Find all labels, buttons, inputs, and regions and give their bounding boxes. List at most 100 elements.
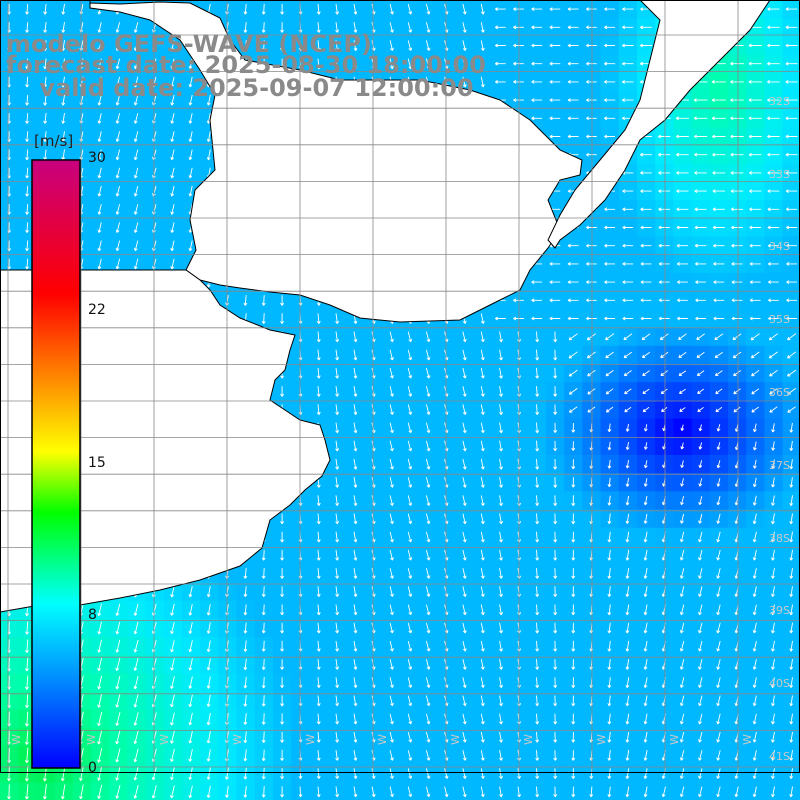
wind-arrow <box>480 695 485 707</box>
wind-arrow <box>170 240 175 252</box>
wind-arrow <box>789 422 794 433</box>
wind-arrow <box>696 333 705 341</box>
wind-arrow <box>499 477 503 488</box>
wind-arrow <box>225 767 229 780</box>
wind-arrow <box>643 750 648 761</box>
wind-arrow <box>389 40 394 51</box>
wind-arrow <box>225 785 229 798</box>
wind-arrow <box>535 586 540 597</box>
wind-arrow <box>425 367 431 379</box>
wind-arrow <box>716 750 721 761</box>
wind-arrow <box>749 243 761 248</box>
wind-arrow <box>698 549 703 561</box>
wind-arrow <box>625 750 630 761</box>
wind-arrow <box>586 116 597 121</box>
wind-arrow <box>680 478 684 487</box>
wind-arrow <box>480 549 485 561</box>
wind-arrow <box>553 367 558 379</box>
wind-arrow <box>553 386 558 397</box>
wind-arrow <box>767 61 780 66</box>
wind-arrow <box>462 695 467 707</box>
wind-arrow <box>713 298 725 303</box>
wind-arrow <box>625 786 630 798</box>
wind-arrow <box>716 622 721 634</box>
wind-arrow <box>751 369 760 377</box>
wind-arrow <box>97 603 102 617</box>
wind-arrow <box>97 76 102 88</box>
wind-arrow <box>115 185 121 197</box>
wind-arrow <box>625 586 630 597</box>
wind-arrow <box>693 98 708 102</box>
wind-arrow <box>549 98 561 102</box>
wind-arrow <box>535 622 540 634</box>
wind-arrow <box>353 695 358 707</box>
wind-arrow <box>97 657 103 672</box>
wind-arrow <box>335 586 340 597</box>
wind-arrow <box>535 786 540 798</box>
wind-arrow <box>549 61 561 66</box>
wind-arrow <box>261 658 266 670</box>
wind-arrow <box>261 549 266 561</box>
wind-arrow <box>698 424 703 432</box>
wind-arrow <box>353 367 358 379</box>
wind-arrow <box>188 76 193 88</box>
wind-arrow <box>353 531 358 543</box>
wind-arrow <box>553 622 558 634</box>
wind-arrow <box>641 333 651 341</box>
wind-arrow <box>133 76 139 88</box>
wind-arrow <box>462 440 467 452</box>
wind-arrow <box>480 331 485 343</box>
wind-arrow <box>170 621 175 635</box>
wind-arrow <box>133 204 139 215</box>
wind-arrow <box>316 386 321 397</box>
wind-arrow <box>785 134 798 139</box>
wind-arrow <box>607 459 612 469</box>
wind-arrow <box>407 604 413 616</box>
wind-arrow <box>389 568 394 579</box>
wind-arrow <box>607 568 612 579</box>
wind-arrow <box>586 280 597 284</box>
lon-label: W <box>158 734 171 745</box>
wind-arrow <box>712 225 725 230</box>
wind-arrow <box>316 40 321 51</box>
wind-arrow <box>206 149 211 161</box>
wind-arrow <box>767 152 780 157</box>
wind-arrow <box>389 440 394 452</box>
wind-arrow <box>97 729 103 745</box>
wind-arrow <box>407 367 413 379</box>
wind-arrow <box>640 189 652 193</box>
wind-arrow <box>335 367 340 379</box>
wind-arrow <box>243 658 248 671</box>
wind-arrow <box>133 258 139 270</box>
wind-arrow <box>425 695 431 707</box>
wind-arrow <box>749 316 761 321</box>
wind-arrow <box>658 189 671 193</box>
wind-arrow <box>170 694 175 708</box>
wind-arrow <box>625 695 630 707</box>
wind-arrow <box>640 316 652 321</box>
wind-arrow <box>407 586 413 597</box>
wind-arrow <box>624 388 632 395</box>
wind-arrow <box>316 750 321 761</box>
wind-arrow <box>480 386 485 397</box>
wind-arrow <box>531 298 543 303</box>
wind-arrow <box>170 204 175 215</box>
wind-arrow <box>115 693 121 708</box>
wind-arrow <box>711 98 726 102</box>
wind-arrow <box>716 495 721 506</box>
wind-arrow <box>535 659 540 670</box>
wind-arrow <box>316 495 321 506</box>
wind-arrow <box>335 386 340 397</box>
lon-label: W <box>231 734 244 745</box>
wind-arrow <box>335 568 340 579</box>
wind-arrow <box>407 677 413 688</box>
wind-arrow <box>389 495 394 506</box>
wind-arrow <box>607 659 612 670</box>
wind-arrow <box>188 712 193 726</box>
wind-arrow <box>444 768 449 779</box>
wind-arrow <box>335 604 340 616</box>
wind-arrow <box>243 22 248 33</box>
wind-arrow <box>425 768 431 779</box>
wind-arrow <box>389 331 394 343</box>
wind-arrow <box>188 240 193 252</box>
